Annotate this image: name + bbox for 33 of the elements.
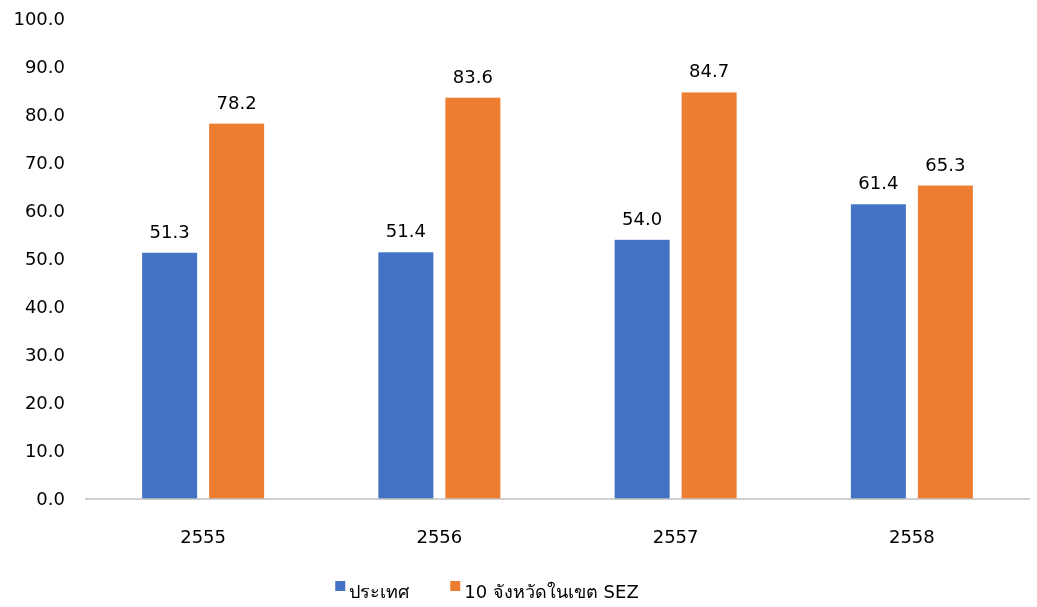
y-tick-label: 10.0 xyxy=(24,440,65,462)
x-tick-label: 2556 xyxy=(416,526,463,547)
y-tick-label: 80.0 xyxy=(24,104,65,126)
y-tick-label: 20.0 xyxy=(24,392,65,414)
text: 83.6 xyxy=(452,65,493,87)
text: 78.2 xyxy=(216,91,257,113)
x-tick-label: 2555 xyxy=(180,526,227,547)
y-tick-label: 70.0 xyxy=(24,152,65,174)
text: 51.3 xyxy=(149,220,190,242)
x-tick-label: 2557 xyxy=(652,526,699,547)
text: 61.4 xyxy=(858,172,899,194)
text: 65.3 xyxy=(925,153,966,175)
bar xyxy=(142,252,198,499)
legend-label: ประเทศ xyxy=(349,580,411,602)
bar xyxy=(614,239,670,499)
bar xyxy=(445,97,501,499)
y-tick-label: 90.0 xyxy=(24,56,65,78)
bar xyxy=(378,252,434,499)
text: 51.4 xyxy=(385,220,426,242)
legend-label: 10 จังหวัดในเขต SEZ xyxy=(464,580,639,602)
y-tick-label: 50.0 xyxy=(24,248,65,270)
text: 54.0 xyxy=(622,207,663,229)
bar xyxy=(209,123,265,499)
bar xyxy=(850,204,906,499)
y-tick-label: 40.0 xyxy=(24,296,65,318)
y-tick-label: 0.0 xyxy=(36,488,65,510)
x-tick-label: 2558 xyxy=(888,526,935,547)
bar xyxy=(917,185,973,499)
y-tick-label: 100.0 xyxy=(13,8,65,30)
bar xyxy=(681,92,737,499)
y-tick-label: 60.0 xyxy=(24,200,65,222)
text: 84.7 xyxy=(689,60,730,82)
y-tick-label: 30.0 xyxy=(24,344,65,366)
